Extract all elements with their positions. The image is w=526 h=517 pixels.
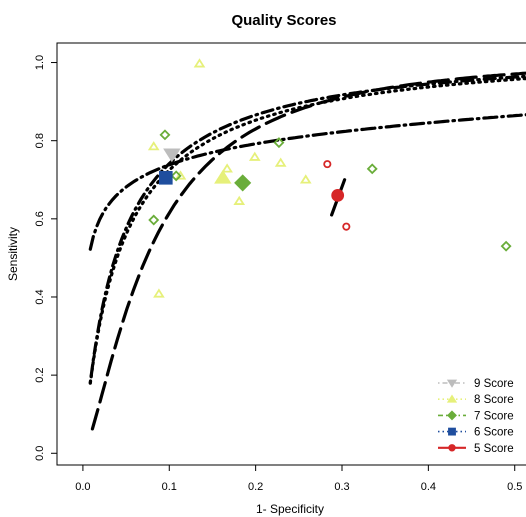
legend-label-9: 9 Score: [474, 378, 514, 390]
y-tick-label: 1.0: [34, 55, 46, 70]
summary-point-7: [234, 174, 252, 192]
summary-point-6: [159, 171, 173, 185]
x-tick-label: 0.0: [75, 481, 90, 493]
sroc-curve-7: [88, 113, 526, 251]
legend-label-5: 5 Score: [474, 443, 514, 455]
study-point-5: [323, 160, 332, 169]
study-point-7: [148, 214, 160, 226]
y-axis-label: Sensitivity: [6, 227, 20, 281]
summary-point-8: [214, 169, 232, 184]
y-axis: 0.0 0.2 0.4 0.6 0.8 1.0: [34, 55, 57, 461]
legend-label-8: 8 Score: [474, 394, 514, 406]
sroc-curves: [88, 71, 526, 431]
legend: 9 Score 8 Score 7 Score 6 Score 5 Score: [438, 378, 514, 455]
y-tick-label: 0.6: [34, 211, 46, 226]
legend-marker-6: [448, 427, 456, 436]
x-tick-label: 0.3: [334, 481, 349, 493]
study-point-7: [273, 137, 285, 149]
study-point-7: [500, 240, 512, 252]
legend-marker-9: [446, 379, 458, 388]
x-tick-label: 0.4: [421, 481, 436, 493]
study-point-8: [174, 170, 187, 180]
study-point-7: [170, 170, 182, 182]
y-tick-label: 0.0: [34, 446, 46, 461]
study-point-7: [159, 129, 171, 141]
study-point-8: [248, 151, 261, 161]
x-tick-label: 0.2: [248, 481, 263, 493]
legend-marker-5: [448, 444, 456, 452]
study-point-8: [233, 195, 246, 205]
study-point-7: [366, 163, 378, 175]
study-point-8: [193, 58, 206, 68]
summary-points: [159, 148, 345, 202]
study-point-8: [221, 163, 233, 173]
sroc-curve-9: [88, 74, 526, 385]
x-axis-label: 1- Specificity: [256, 502, 324, 516]
legend-marker-8: [446, 394, 458, 403]
study-point-5: [342, 222, 351, 231]
y-tick-label: 0.2: [34, 367, 46, 382]
x-tick-label: 0.5: [507, 481, 522, 493]
summary-point-5: [331, 188, 345, 202]
legend-marker-7: [447, 410, 457, 421]
sroc-curve-8: [88, 76, 526, 385]
x-tick-label: 0.1: [162, 481, 177, 493]
legend-label-7: 7 Score: [474, 410, 514, 422]
study-point-8: [153, 288, 165, 298]
summary-point-9: [163, 148, 181, 163]
x-axis: 0.0 0.1 0.2 0.3 0.4 0.5: [75, 464, 522, 493]
study-point-8: [274, 157, 287, 167]
sroc-curve-6: [90, 71, 526, 431]
study-point-8: [299, 174, 312, 184]
legend-label-6: 6 Score: [474, 427, 514, 439]
y-tick-label: 0.8: [34, 133, 46, 148]
study-point-8: [147, 141, 160, 151]
y-tick-label: 0.4: [34, 289, 46, 304]
chart-title: Quality Scores: [231, 12, 336, 29]
